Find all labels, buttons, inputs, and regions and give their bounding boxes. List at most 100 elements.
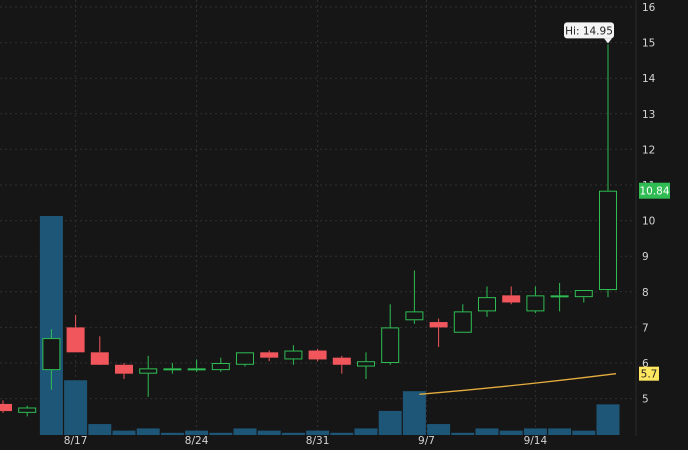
candle [308,348,327,362]
volume-bar [64,380,88,435]
x-tick-label: 9/14 [524,435,548,447]
x-tick-label: 8/31 [306,435,330,447]
volume-bar [233,428,257,435]
y-tick-label: 9 [642,251,649,263]
candle [357,352,375,380]
price-labels: Hi: 14.95 10.84 5.7 [564,22,670,381]
moving-average-tag: 5.7 [639,366,659,381]
volume-bar [185,430,209,435]
y-tick-label: 15 [642,38,655,50]
candle-body [574,290,593,298]
y-tick-label: 12 [642,144,655,156]
volume-bar [112,430,136,435]
candle-body [139,368,158,374]
volume-bar [281,432,305,435]
candle-body [308,350,327,360]
candle [332,355,351,374]
volume-bar [378,410,402,435]
candle-body [66,327,85,353]
moving-average-label: 5.7 [641,369,658,381]
candle-body [187,368,206,371]
volume-bar [402,391,426,435]
volume-bar [257,430,281,435]
candle-body [284,350,303,360]
candle-body [550,295,569,298]
candle [0,400,12,413]
y-tick-label: 6 [642,358,649,370]
candle-body [0,403,12,412]
volume-bar [451,432,475,435]
candle-body [478,297,496,312]
y-tick-label: 13 [642,109,655,121]
candle [453,304,472,333]
volume-bar [572,430,596,435]
grid-lines [0,0,637,436]
volume-bar [209,432,233,435]
last-price-label: 10.84 [639,186,669,198]
candle [550,282,569,312]
candle [284,345,303,365]
candle [90,336,109,365]
candle [211,357,230,372]
x-tick-label: 8/24 [185,435,209,447]
candle [163,363,182,374]
candle-body [236,352,254,365]
moving-average-line [419,373,617,395]
candle [139,355,158,397]
candle [381,304,400,365]
candle-body [260,352,279,358]
y-tick-label: 10 [642,216,655,228]
candle [429,318,448,347]
candle-body [429,322,448,328]
y-tick-label: 8 [642,287,649,299]
candle [42,329,61,390]
candle [260,350,279,362]
volume-bars [39,216,620,435]
x-tick-label: 8/17 [64,435,88,447]
candle-body [526,295,545,312]
candle [526,286,545,314]
candle-body [599,190,617,291]
candle-body [115,364,133,374]
y-tick-label: 14 [642,73,656,85]
candle-body [381,327,400,363]
candle-body [211,363,230,371]
price-candles [0,44,617,417]
y-tick-label: 7 [642,322,649,334]
volume-bar [354,428,378,435]
volume-bar [499,430,523,435]
volume-bar [596,404,620,435]
candle [236,352,254,367]
candle [599,44,617,298]
volume-bar [523,428,547,435]
volume-bar [136,428,160,435]
volume-bar [160,432,184,435]
high-price-label: Hi: 14.95 [565,25,613,37]
candle-body [405,311,424,321]
candle-body [90,352,109,365]
candle [187,359,206,372]
last-price-tag: 10.84 [639,182,670,199]
volume-bar [548,428,572,435]
candle [574,290,593,303]
volume-bar [88,424,112,435]
y-tick-label: 16 [642,2,656,14]
volume-bar [427,424,451,435]
moving-average [419,373,617,395]
candle [405,270,424,324]
candle [115,363,133,380]
candle [478,286,496,317]
volume-bar [475,428,499,435]
volume-bar [330,432,354,435]
volume-bar [39,216,63,435]
candle-body [332,357,351,365]
y-tick-label: 5 [642,394,649,406]
candle-body [502,295,521,303]
candle [66,314,85,353]
candle-body [42,338,61,371]
candle [18,405,37,417]
candle-body [357,361,375,367]
volume-bar [306,430,330,435]
